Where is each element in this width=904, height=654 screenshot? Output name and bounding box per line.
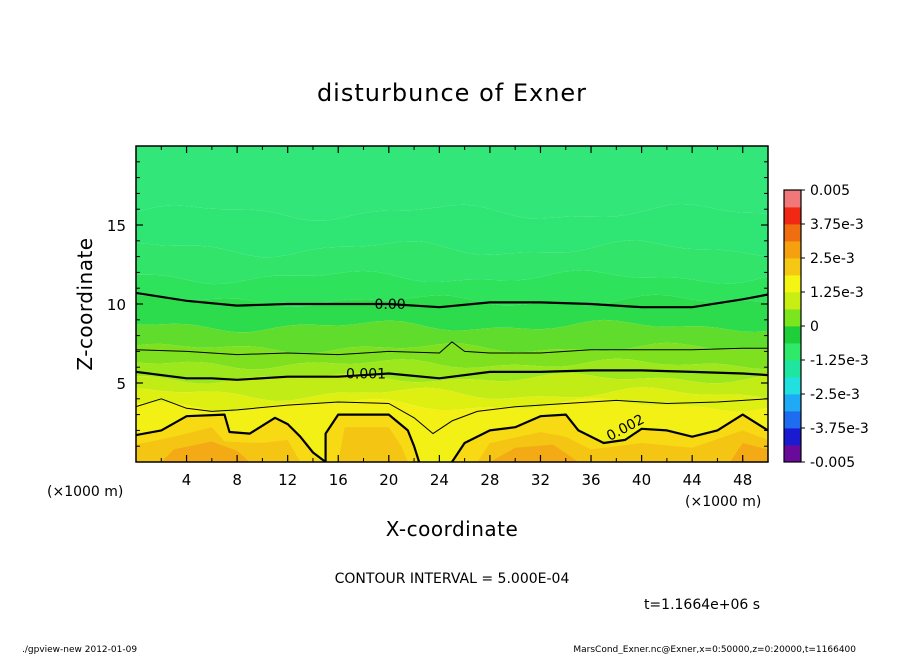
y-ticks: 5 10 15 <box>107 161 768 447</box>
colorbar-swatch <box>784 445 801 463</box>
colorbar-swatch <box>784 258 801 276</box>
y-tick-label: 10 <box>107 296 126 314</box>
contour-line-3 <box>136 398 768 435</box>
contour-line-0 <box>136 291 768 309</box>
x-tick-label: 8 <box>232 471 242 489</box>
colorbar-swatch <box>784 241 801 259</box>
x-tick-label: 48 <box>733 471 752 489</box>
colorbar-swatch <box>784 292 801 310</box>
contour-line-4 <box>136 413 421 462</box>
x-tick-label: 44 <box>683 471 702 489</box>
colorbar-swatch <box>784 326 801 344</box>
contour-label: 0.00 <box>374 297 405 313</box>
x-tick-label: 4 <box>182 471 192 489</box>
contour-lines <box>136 291 768 462</box>
colorbar-swatch <box>784 428 801 446</box>
colorbar-swatch <box>784 309 801 327</box>
x-tick-label: 24 <box>430 471 449 489</box>
colorbar-label: 0.005 <box>810 183 850 199</box>
colorbar-swatch <box>784 377 801 395</box>
x-tick-label: 40 <box>632 471 651 489</box>
fill-band-8 <box>136 372 768 401</box>
x-tick-label: 16 <box>329 471 348 489</box>
fill-band-3 <box>136 270 768 307</box>
colorbar-label: 2.5e-3 <box>810 251 855 267</box>
y-tick-label: 5 <box>116 375 126 393</box>
colorbar-swatch <box>784 224 801 242</box>
warm-region-6 <box>161 441 250 462</box>
colorbar-label: -2.5e-3 <box>810 387 860 403</box>
y-axis-unit: (×1000 m) <box>47 484 123 500</box>
colorbar-swatch <box>784 343 801 361</box>
colorbar-label: -1.25e-3 <box>810 353 869 369</box>
x-tick-label: 28 <box>480 471 499 489</box>
contour-line-5 <box>451 413 768 462</box>
colorbar-label: -3.75e-3 <box>810 421 869 437</box>
x-ticks: 4 8 12 16 20 24 28 32 36 40 44 48 <box>160 146 752 489</box>
contour-line-1 <box>136 341 768 356</box>
fill-band-0 <box>136 146 768 221</box>
x-axis-label: X-coordinate <box>386 517 519 541</box>
colorbar-label: 1.25e-3 <box>810 285 864 301</box>
colorbar-swatch <box>784 411 801 429</box>
fill-band-1 <box>136 203 768 258</box>
fill-band-4 <box>136 294 768 333</box>
colorbar-label: 3.75e-3 <box>810 217 864 233</box>
colorbar-swatch <box>784 360 801 378</box>
contour-line-2 <box>136 369 768 381</box>
x-tick-label: 36 <box>581 471 600 489</box>
warm-region-7 <box>489 444 579 462</box>
warm-region-8 <box>730 443 768 462</box>
fill-band-9 <box>136 387 768 413</box>
colorbar-swatch <box>784 190 801 208</box>
x-tick-label: 12 <box>278 471 297 489</box>
colorbar-label: 0 <box>810 319 819 335</box>
x-axis-unit: (×1000 m) <box>685 494 761 510</box>
y-tick-label: 15 <box>107 217 126 235</box>
contour-label: 0.001 <box>346 367 386 383</box>
x-tick-label: 20 <box>379 471 398 489</box>
time-label: t=1.1664e+06 s <box>644 597 760 613</box>
chart-title: disturbunce of Exner <box>317 79 587 107</box>
footer-right: MarsCond_Exner.nc@Exner,x=0:50000,z=0:20… <box>573 645 856 654</box>
colorbar-label: -0.005 <box>810 455 855 471</box>
contour-interval-note: CONTOUR INTERVAL = 5.000E-04 <box>335 571 570 587</box>
colorbar-swatch <box>784 275 801 293</box>
x-tick-label: 32 <box>531 471 550 489</box>
y-axis-label: Z-coordinate <box>73 237 97 370</box>
footer-left: ./gpview-new 2012-01-09 <box>22 645 137 654</box>
colorbar: 0.005 3.75e-3 2.5e-3 1.25e-3 0 -1.25e-3 -2.5e-… <box>783 183 869 471</box>
fill-band-2 <box>136 240 768 285</box>
fill-band-5 <box>136 319 768 354</box>
colorbar-swatch <box>784 207 801 225</box>
fill-band-6 <box>136 342 768 370</box>
warm-region-4 <box>338 427 408 462</box>
colorbar-swatch <box>784 394 801 412</box>
